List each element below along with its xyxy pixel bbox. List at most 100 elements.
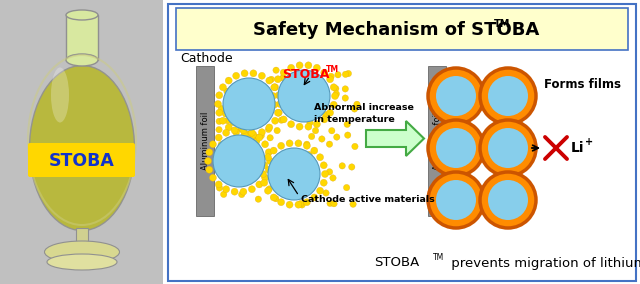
Circle shape (296, 123, 303, 130)
Circle shape (253, 134, 260, 141)
Circle shape (290, 112, 296, 118)
Circle shape (308, 133, 315, 140)
Circle shape (330, 175, 336, 181)
Circle shape (250, 70, 257, 77)
Circle shape (220, 84, 227, 91)
Circle shape (271, 84, 278, 91)
Circle shape (222, 111, 228, 117)
Circle shape (436, 128, 476, 168)
Circle shape (309, 77, 316, 83)
Circle shape (225, 77, 232, 84)
Circle shape (276, 169, 283, 175)
Circle shape (205, 166, 212, 173)
Circle shape (330, 101, 337, 108)
Circle shape (295, 106, 301, 112)
Text: Cathode active materials: Cathode active materials (301, 195, 435, 204)
Ellipse shape (47, 254, 117, 270)
Circle shape (216, 126, 222, 133)
Circle shape (271, 117, 278, 124)
Circle shape (342, 86, 348, 92)
Circle shape (224, 88, 230, 94)
Circle shape (280, 75, 286, 81)
Circle shape (279, 177, 285, 184)
Ellipse shape (66, 54, 98, 66)
Bar (66, 15, 98, 60)
Circle shape (480, 172, 536, 228)
Circle shape (330, 84, 337, 91)
Circle shape (240, 172, 246, 178)
Circle shape (276, 101, 284, 108)
Circle shape (287, 121, 294, 128)
Circle shape (344, 121, 350, 128)
Circle shape (260, 179, 268, 186)
Circle shape (278, 117, 285, 123)
Circle shape (238, 126, 244, 132)
Circle shape (259, 72, 266, 79)
Circle shape (243, 137, 250, 143)
Circle shape (253, 138, 260, 145)
Circle shape (291, 153, 297, 160)
Polygon shape (366, 121, 424, 156)
Bar (176, 8, 628, 50)
Circle shape (266, 186, 273, 192)
Circle shape (241, 131, 248, 138)
Circle shape (299, 202, 305, 208)
Circle shape (256, 181, 263, 188)
Circle shape (270, 194, 277, 201)
Circle shape (321, 69, 328, 76)
Circle shape (342, 95, 349, 101)
Circle shape (259, 129, 266, 136)
Circle shape (266, 124, 273, 131)
Circle shape (295, 201, 302, 208)
Circle shape (335, 72, 341, 78)
Text: STOBA: STOBA (374, 256, 420, 270)
Circle shape (354, 101, 360, 108)
Circle shape (345, 70, 351, 77)
Circle shape (250, 131, 257, 138)
Circle shape (246, 149, 253, 155)
Circle shape (317, 187, 324, 194)
Circle shape (286, 201, 293, 208)
Circle shape (275, 76, 282, 83)
Circle shape (280, 116, 287, 123)
Text: Li: Li (571, 141, 584, 155)
Circle shape (323, 190, 329, 196)
Circle shape (268, 96, 274, 103)
Circle shape (323, 111, 329, 118)
Circle shape (350, 201, 356, 207)
Circle shape (289, 180, 296, 186)
Circle shape (274, 127, 280, 134)
Circle shape (342, 71, 349, 78)
Circle shape (228, 168, 234, 174)
Circle shape (320, 179, 327, 186)
Text: Abnormal increase: Abnormal increase (314, 103, 414, 112)
Circle shape (232, 129, 239, 136)
Circle shape (295, 140, 302, 147)
Bar (428, 66, 446, 216)
Circle shape (268, 76, 275, 83)
Circle shape (286, 140, 293, 147)
Circle shape (214, 101, 221, 108)
Circle shape (239, 191, 245, 198)
Circle shape (259, 170, 266, 178)
Circle shape (278, 177, 284, 183)
Circle shape (303, 141, 310, 147)
Circle shape (328, 128, 335, 134)
Circle shape (311, 147, 318, 154)
Circle shape (260, 109, 267, 116)
Circle shape (266, 77, 273, 84)
Text: TM: TM (326, 66, 339, 74)
Circle shape (252, 138, 259, 144)
Circle shape (234, 116, 241, 122)
Circle shape (205, 158, 211, 164)
Text: in temperature: in temperature (314, 116, 395, 124)
Circle shape (311, 194, 318, 201)
Circle shape (265, 166, 272, 173)
Text: Forms films: Forms films (544, 78, 621, 91)
Circle shape (213, 135, 265, 187)
Circle shape (264, 154, 271, 161)
Circle shape (288, 166, 294, 172)
Circle shape (333, 85, 339, 92)
Circle shape (205, 149, 212, 156)
Circle shape (305, 62, 312, 69)
